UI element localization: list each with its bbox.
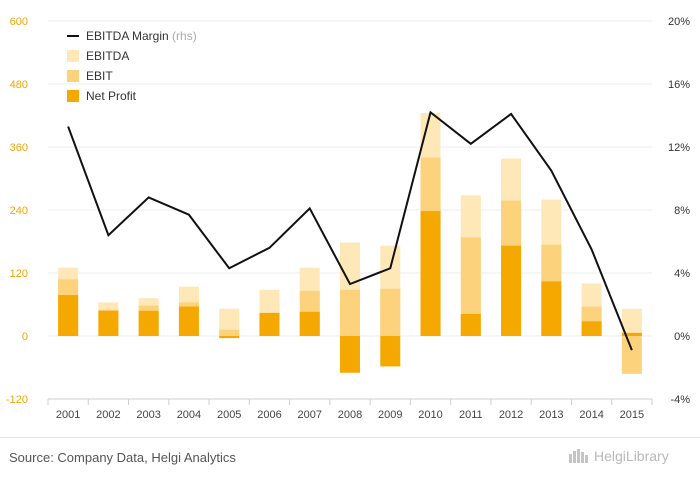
net-profit-bar	[299, 311, 320, 336]
ebit-bar	[340, 289, 360, 336]
legend-label: Net Profit	[86, 89, 137, 103]
net-profit-bar	[460, 313, 481, 336]
helgi-logo-icon	[569, 449, 588, 463]
y-tick-left: 600	[10, 16, 28, 28]
y-tick-left: 120	[10, 268, 28, 280]
y-tick-right: 4%	[674, 268, 690, 280]
x-tick-label: 2009	[378, 409, 402, 421]
x-tick-label: 2002	[96, 409, 120, 421]
x-tick-label: 2008	[338, 409, 362, 421]
legend-label: EBIT	[86, 69, 113, 83]
x-tick-label: 2011	[459, 409, 483, 421]
net-profit-bar	[380, 336, 401, 367]
x-tick-label: 2001	[56, 409, 80, 421]
y-tick-left: 360	[10, 142, 28, 154]
x-tick-label: 2014	[579, 409, 603, 421]
legend-swatch	[67, 90, 79, 102]
y-tick-left: -120	[6, 394, 28, 406]
net-profit-bar	[58, 295, 79, 336]
legend-swatch	[67, 70, 79, 82]
y-tick-left: 240	[10, 205, 28, 217]
y-tick-right: 12%	[668, 142, 690, 154]
x-tick-label: 2010	[418, 409, 442, 421]
margin-line-group	[67, 110, 633, 351]
x-tick-label: 2013	[539, 409, 563, 421]
y-tick-left: 480	[10, 79, 28, 91]
x-tick-label: 2012	[499, 409, 523, 421]
x-tick-label: 2007	[297, 409, 321, 421]
net-profit-bar	[581, 321, 602, 336]
ebit-bar	[380, 288, 401, 336]
y-tick-right: 16%	[668, 79, 690, 91]
net-profit-bar	[340, 336, 360, 373]
ebit-bar	[219, 329, 240, 336]
x-tick-label: 2004	[177, 409, 201, 421]
legend-swatch	[67, 50, 79, 62]
ebitda-bar	[621, 308, 642, 336]
net-profit-bar	[219, 336, 240, 339]
legend-note: (rhs)	[169, 29, 197, 43]
x-tick-label: 2003	[136, 409, 160, 421]
legend-label: EBITDA Margin (rhs)	[86, 29, 197, 43]
y-tick-right: 8%	[674, 205, 690, 217]
net-profit-bar	[138, 310, 159, 336]
y-tick-right: 0%	[674, 331, 690, 343]
legend: EBITDA Margin (rhs) EBITDA EBIT Net Profit	[67, 29, 197, 103]
y-tick-right: 20%	[668, 16, 690, 28]
bars	[58, 112, 642, 374]
net-profit-bar	[259, 312, 280, 336]
ebit-bar	[460, 237, 481, 336]
x-tick-label: 2006	[257, 409, 281, 421]
source-note: Source: Company Data, Helgi Analytics	[9, 450, 236, 465]
x-tick-label: 2005	[217, 409, 241, 421]
logo-text: HelgiLibrary	[594, 448, 669, 464]
net-profit-bar	[621, 332, 642, 336]
axes: -120 0 120 240 360 480 600 -4% 0% 4% 8% 12% 16% 20% 20…	[6, 16, 690, 421]
chart: -120 0 120 240 360 480 600 -4% 0% 4% 8% 12% 16% 20% 20…	[6, 16, 690, 421]
net-profit-bar	[178, 306, 199, 336]
net-profit-bar	[501, 245, 522, 336]
net-profit-bar	[98, 310, 119, 336]
ebit-bar	[621, 336, 642, 374]
ebitda-bar	[219, 308, 240, 336]
net-profit-bar	[541, 281, 562, 336]
legend-label: EBITDA	[86, 49, 129, 63]
helgi-logo[interactable]: HelgiLibrary	[568, 448, 669, 464]
y-tick-right: -4%	[670, 394, 690, 406]
y-tick-left: 0	[22, 331, 28, 343]
footer-divider	[0, 437, 700, 438]
x-tick-label: 2015	[620, 409, 644, 421]
net-profit-bar	[420, 211, 441, 336]
